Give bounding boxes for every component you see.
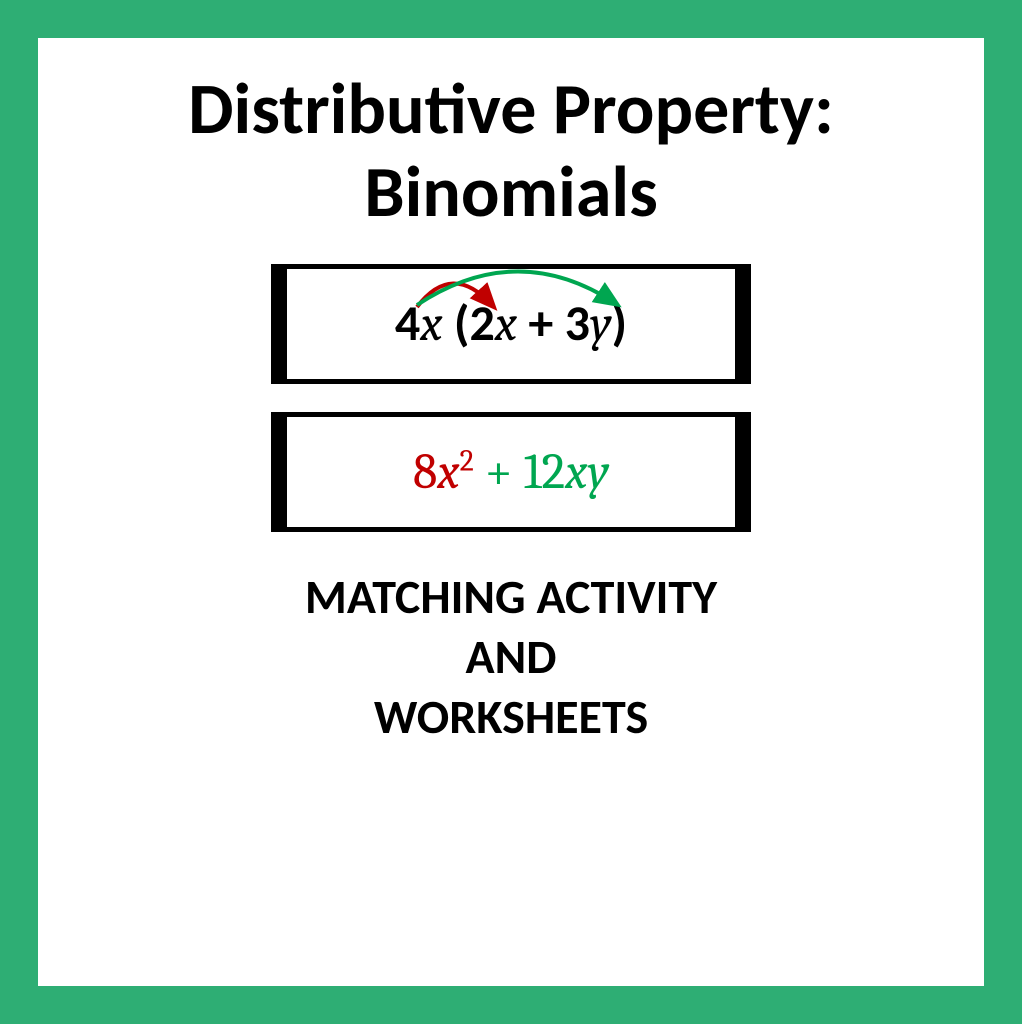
- expression-card-expanded: 8x2 + 12xy: [271, 412, 751, 532]
- subtitle-line-1: MATCHING ACTIVITY: [305, 567, 717, 626]
- title-line-1: Distributive Property:: [188, 65, 834, 153]
- var-y: y: [590, 295, 612, 353]
- var-x-1: x: [420, 295, 442, 353]
- var-x-2: x: [495, 295, 517, 353]
- var-x-3: x: [437, 443, 459, 501]
- coef-3: 3: [565, 293, 590, 354]
- coef-4: 4: [395, 293, 420, 354]
- plus-op-2: +: [474, 443, 524, 501]
- paren-close: ): [612, 293, 628, 354]
- subtitle-line-3: WORKSHEETS: [374, 687, 648, 746]
- coef-12: 12: [523, 443, 565, 501]
- var-xy: xy: [565, 443, 609, 501]
- expression-card-factored: 4x (2x + 3y): [271, 264, 751, 384]
- coef-2: 2: [469, 293, 494, 354]
- outer-border: Distributive Property: Binomials 4x (2x …: [0, 0, 1022, 1024]
- subtitle-line-2: AND: [466, 627, 557, 686]
- main-title: Distributive Property: Binomials: [188, 68, 834, 234]
- expression-factored: 4x (2x + 3y): [395, 293, 627, 354]
- expression-expanded: 8x2 + 12xy: [413, 443, 609, 501]
- paren-open: (: [443, 293, 470, 354]
- subtitle: MATCHING ACTIVITY AND WORKSHEETS: [305, 567, 717, 747]
- term-8x2: 8x2: [413, 443, 474, 501]
- exp-2: 2: [460, 443, 474, 478]
- plus-12xy: + 12xy: [474, 443, 609, 501]
- coef-8: 8: [413, 443, 437, 501]
- plus-op-1: +: [517, 293, 565, 354]
- title-line-2: Binomials: [364, 148, 658, 236]
